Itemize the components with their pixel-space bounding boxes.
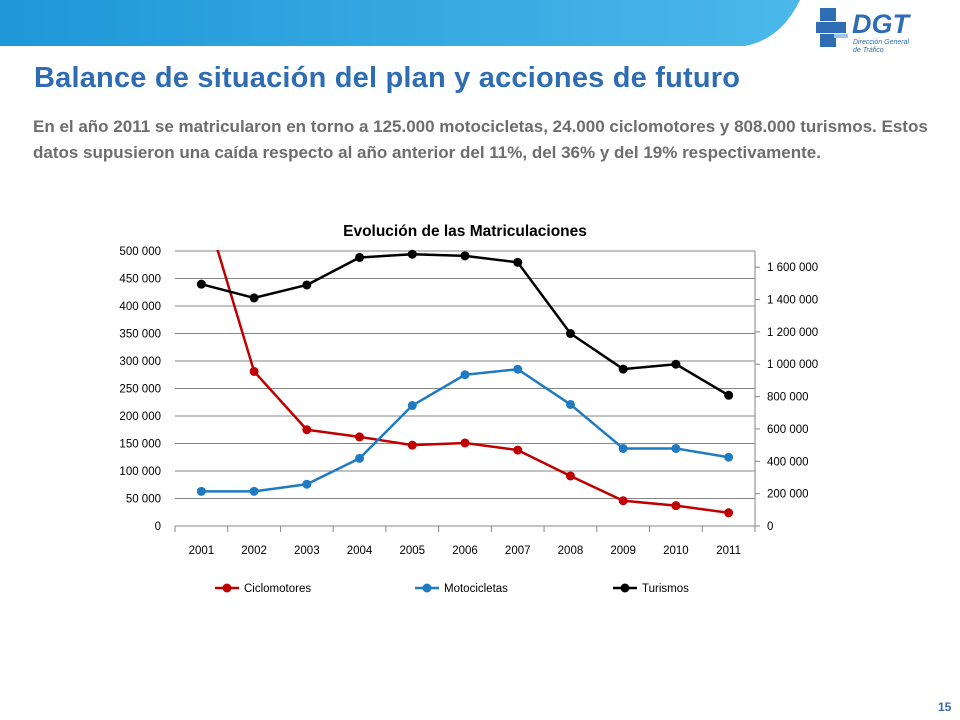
y-right-tick-label: 400 000 — [767, 456, 809, 468]
y-right-tick-label: 1 600 000 — [767, 262, 818, 274]
data-point-turismos — [249, 293, 259, 303]
legend-label: Motocicletas — [444, 583, 508, 595]
y-left-tick-label: 200 000 — [119, 411, 161, 423]
data-point-turismos — [460, 251, 470, 261]
data-point-ciclomotores — [565, 471, 575, 481]
y-right-tick-label: 1 400 000 — [767, 295, 818, 307]
y-right-tick-label: 200 000 — [767, 489, 809, 501]
legend-marker — [422, 583, 432, 593]
data-point-ciclomotores — [671, 501, 681, 511]
data-point-ciclomotores — [249, 366, 259, 376]
y-left-tick-label: 150 000 — [119, 439, 161, 451]
y-right-tick-label: 600 000 — [767, 424, 809, 436]
registrations-chart: Evolución de las Matriculaciones 0 50 000 1… — [119, 223, 818, 595]
legend-label: Ciclomotores — [244, 583, 311, 595]
legend-marker — [620, 583, 630, 593]
x-tick-label: 2001 — [189, 545, 215, 557]
x-tick-label: 2010 — [663, 545, 689, 557]
data-point-ciclomotores — [460, 438, 470, 448]
data-point-turismos — [355, 252, 365, 262]
data-point-ciclomotores — [407, 440, 417, 450]
data-point-motocicletas — [618, 443, 628, 453]
slide-title: Balance de situación del plan y acciones… — [34, 62, 741, 94]
data-point-motocicletas — [249, 486, 259, 496]
x-tick-label: 2009 — [610, 545, 636, 557]
x-tick-label: 2007 — [505, 545, 531, 557]
data-point-turismos — [196, 279, 206, 289]
data-point-motocicletas — [302, 479, 312, 489]
y-right-tick-label: 800 000 — [767, 392, 809, 404]
y-left-tick-label: 350 000 — [119, 329, 161, 341]
y-left-tick-label: 0 — [155, 521, 161, 533]
data-point-turismos — [513, 257, 523, 267]
data-point-motocicletas — [355, 453, 365, 463]
data-point-ciclomotores — [513, 445, 523, 455]
dgt-logo-subtitle-1: Dirección General — [853, 39, 909, 46]
dgt-logo-mark — [816, 8, 848, 47]
y-left-tick-label: 400 000 — [119, 301, 161, 313]
data-point-ciclomotores — [355, 432, 365, 442]
y-left-tick-label: 250 000 — [119, 384, 161, 396]
data-point-ciclomotores — [618, 496, 628, 506]
legend-label: Turismos — [642, 583, 689, 595]
dgt-logo: DGT Dirección General de Tráfico — [816, 8, 912, 54]
data-point-turismos — [302, 280, 312, 290]
y-right-tick-label: 1 000 000 — [767, 359, 818, 371]
data-point-motocicletas — [565, 399, 575, 409]
y-left-tick-label: 300 000 — [119, 356, 161, 368]
intro-paragraph: En el año 2011 se matricularon en torno … — [33, 117, 928, 162]
top-banner — [0, 0, 800, 46]
x-tick-label: 2002 — [241, 545, 267, 557]
series-line-motocicletas — [201, 368, 729, 493]
x-tick-label: 2005 — [399, 545, 425, 557]
data-point-motocicletas — [196, 486, 206, 496]
data-point-motocicletas — [724, 452, 734, 462]
data-point-motocicletas — [407, 401, 417, 411]
x-tick-label: 2004 — [347, 545, 373, 557]
y-left-tick-label: 50 000 — [126, 494, 161, 506]
top-banner-shape — [0, 0, 800, 46]
data-point-turismos — [724, 390, 734, 400]
data-point-turismos — [565, 329, 575, 338]
data-point-motocicletas — [671, 443, 681, 453]
y-left-tick-label: 450 000 — [119, 274, 161, 286]
legend-marker — [222, 583, 232, 593]
page-number: 15 — [938, 700, 952, 714]
x-tick-label: 2006 — [452, 545, 478, 557]
data-point-ciclomotores — [302, 425, 312, 435]
data-point-turismos — [618, 364, 628, 374]
data-point-turismos — [407, 249, 417, 259]
data-point-motocicletas — [513, 364, 523, 374]
chart-title: Evolución de las Matriculaciones — [343, 223, 587, 240]
y-right-tick-label: 1 200 000 — [767, 327, 818, 339]
y-right-tick-label: 0 — [767, 521, 773, 533]
dgt-logo-subtitle-2: de Tráfico — [853, 47, 884, 54]
y-left-tick-label: 100 000 — [119, 466, 161, 478]
data-point-ciclomotores — [724, 508, 734, 518]
x-tick-label: 2011 — [716, 545, 741, 557]
data-point-motocicletas — [460, 370, 470, 380]
data-point-turismos — [671, 359, 681, 369]
x-tick-label: 2008 — [558, 545, 584, 557]
x-tick-label: 2003 — [294, 545, 320, 557]
dgt-logo-text: DGT — [852, 9, 912, 39]
y-left-tick-label: 500 000 — [119, 246, 161, 258]
